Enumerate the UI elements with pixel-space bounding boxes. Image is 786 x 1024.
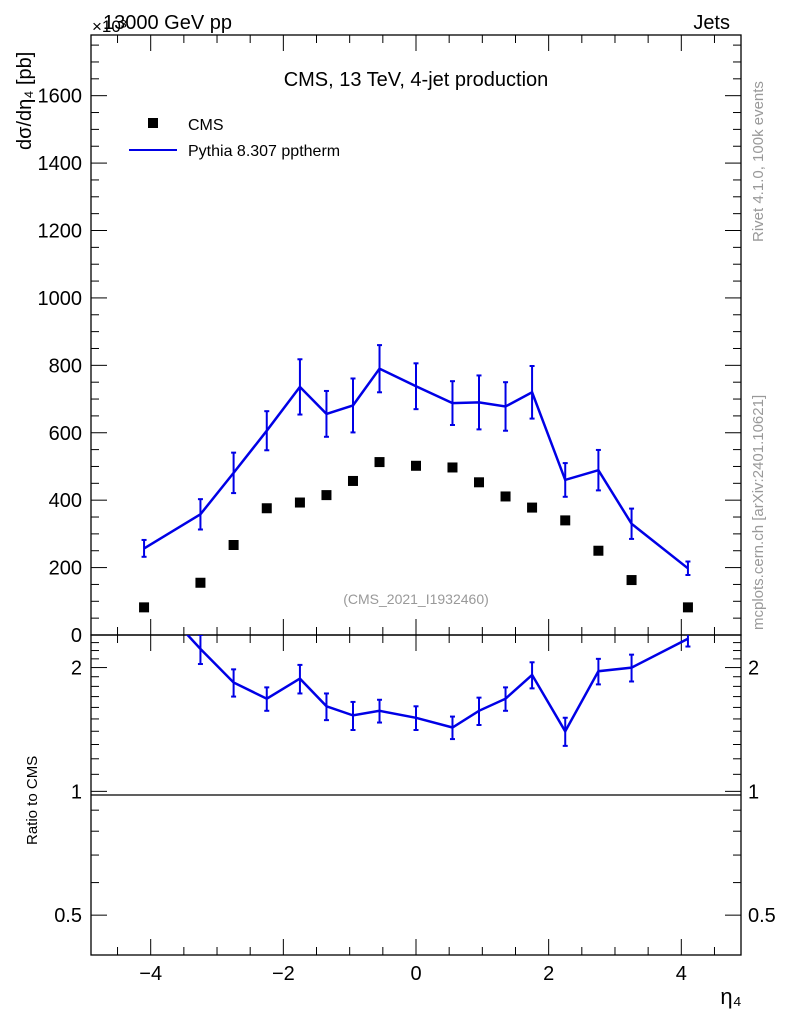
x-tick-label: −2 [272,963,295,985]
x-tick-label: 2 [543,963,554,985]
legend-cms-label: CMS [188,117,224,134]
pythia-series-line [143,367,689,570]
cms-data-point [347,475,358,486]
cms-data-point [261,503,272,514]
cms-data-point [593,545,604,556]
main-ticks: 0 200 400 600 800 1000 1200 1400 1600 [38,35,741,647]
header-right-label: Jets [693,12,730,34]
x-tick-label: 4 [676,963,687,985]
main-panel: 0 200 400 600 800 1000 1200 1400 1600 CMS, 13 Te… [14,34,742,647]
cms-data-point [527,502,538,513]
ratio-series-line [185,635,689,734]
x-tick-label: 0 [410,963,421,985]
x-axis-label: η₄ [720,984,741,1009]
cms-data-point [560,515,571,526]
mcplots-source-label: mcplots.cern.ch [arXiv:2401.10621] [750,395,767,630]
legend-pythia-label: Pythia 8.307 pptherm [188,143,340,160]
ratio-clipped-group [185,635,691,747]
analysis-watermark: (CMS_2021_I1932460) [343,591,489,607]
y-tick-label: 1200 [38,221,83,243]
y-axis-exponent: ×10³ [92,17,127,36]
ratio-series [185,635,691,747]
legend-cms-marker [148,118,158,128]
cms-data-point [195,577,206,588]
y-tick-label: 1000 [38,288,83,310]
y-tick-label: 800 [49,355,82,377]
cms-data-point [682,602,693,613]
ratio-y-tick-label-left: 0.5 [54,905,82,927]
ratio-y-tick-label-right: 1 [748,781,759,803]
x-tick-label: −4 [139,963,162,985]
header-left-label: 13000 GeV pp [103,12,232,34]
cms-data-point [626,575,637,586]
y-tick-label: 1400 [38,153,83,175]
ratio-y-tick-label-right: 2 [748,658,759,680]
ratio-y-tick-label-left: 2 [71,658,82,680]
cms-data-point [374,457,385,468]
y-tick-label: 400 [49,490,82,512]
y-tick-label: 600 [49,423,82,445]
ratio-ticks: −4 −2 0 2 4 0.5 0.5 1 1 2 2 [54,635,776,985]
cms-data-point [411,460,421,471]
ratio-y-tick-label-left: 1 [71,781,82,803]
y-axis-label: dσ/dη₄ [pb] [14,52,36,150]
ratio-y-axis-label: Ratio to CMS [24,756,41,845]
y-tick-label: 1600 [38,86,83,108]
cms-data-point [447,462,458,473]
cms-data-point [474,477,485,488]
chart-title: CMS, 13 TeV, 4-jet production [284,69,549,91]
cms-data-point [294,497,305,508]
ratio-y-tick-label-right: 0.5 [748,905,776,927]
y-tick-label: 200 [49,558,82,580]
cms-data-point [500,491,511,502]
ratio-panel: −4 −2 0 2 4 0.5 0.5 1 1 2 2 Ratio to CMS [24,634,776,985]
cms-data-point [321,490,332,501]
legend: CMS Pythia 8.307 pptherm [129,117,340,160]
y-tick-label: 0 [71,625,82,647]
rivet-version-label: Rivet 4.1.0, 100k events [750,81,767,242]
cms-data-point [139,602,150,613]
cms-data-point [228,540,239,550]
main-series [139,344,693,613]
